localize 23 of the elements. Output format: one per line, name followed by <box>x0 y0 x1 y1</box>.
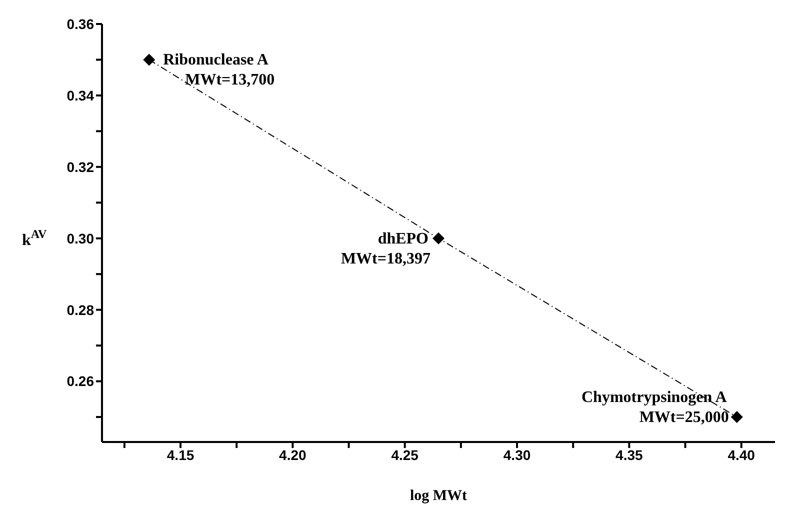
x-axis-title: log MWt <box>410 488 468 504</box>
y-tick-label: 0.34 <box>66 87 94 104</box>
x-tick-label: 4.35 <box>616 446 644 463</box>
annotation: Ribonuclease A <box>163 52 269 69</box>
annotation: MWt=25,000 <box>639 408 729 426</box>
point <box>730 410 743 423</box>
point <box>432 232 444 244</box>
y-tick-label: 0.26 <box>66 373 94 390</box>
x-tick-label: 4.15 <box>166 446 194 463</box>
y-axis-title: k$^{AV}$ <box>22 227 48 249</box>
annotation: MWt=13,700 <box>185 72 275 89</box>
y-tick-label: 0.36 <box>66 16 94 32</box>
x-tick-label: 4.25 <box>391 446 419 463</box>
x-tick-label: 4.40 <box>728 446 756 463</box>
annotation: MWt=18,397 <box>340 250 430 268</box>
x-tick-label: 4.20 <box>279 446 307 463</box>
y-tick-label: 0.32 <box>66 158 94 175</box>
y-tick-label: 0.30 <box>66 230 94 246</box>
point <box>143 54 156 66</box>
y-tick-label: 0.28 <box>66 302 94 318</box>
annotation: dhEPO <box>378 230 428 248</box>
x-tick-label: 4.30 <box>503 446 531 463</box>
annotation: Chymotrypsinogen A <box>582 388 728 406</box>
